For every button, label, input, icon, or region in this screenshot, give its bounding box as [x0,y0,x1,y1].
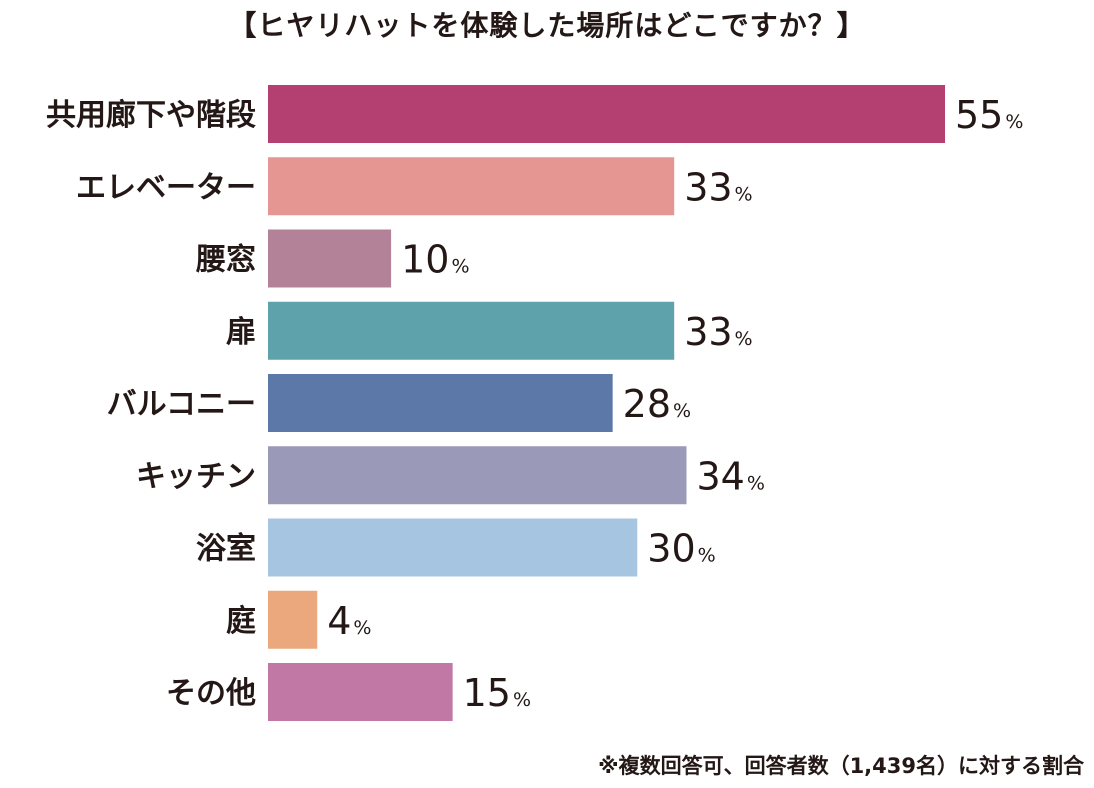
bar-1 [268,85,945,143]
category-label: 共用廊下や階段 [46,98,256,133]
category-label: 扉 [226,315,256,350]
category-label: キッチン [136,459,256,494]
chart-footnote: ※複数回答可、回答者数（1,439名）に対する割合 [598,754,1084,778]
value-label: 15% [463,671,531,715]
bar-2 [268,157,675,216]
category-label: 腰窓 [196,243,256,278]
category-label: バルコニー [107,387,256,422]
bar-5 [268,374,613,432]
value-label: 4% [327,599,371,643]
bars-layer: 共用廊下や階段 55 % エレベーター 33 % 腰窓 10 % 扉 33 % バルコニー 28 % キッチン… [46,85,1023,721]
category-label: 庭 [226,604,256,639]
value-label: 55% [955,93,1023,137]
bar-9 [268,663,453,721]
category-label: 浴室 [196,532,256,567]
value-label: 33% [684,165,752,209]
bar-8 [268,590,318,649]
value-label: 28% [623,382,691,426]
value-label: 30% [647,527,715,571]
value-label: 10% [401,238,469,282]
bar-4 [268,301,675,360]
category-label: その他 [166,676,256,711]
value-label: 33% [684,310,752,354]
chart-title: 【ヒヤリハットを体験した場所はどこですか？】 [228,9,866,42]
bar-7 [268,518,638,577]
bar-3 [268,229,392,288]
bar-6 [268,446,687,505]
category-label: エレベーター [76,170,256,205]
value-label: 34% [697,454,765,498]
